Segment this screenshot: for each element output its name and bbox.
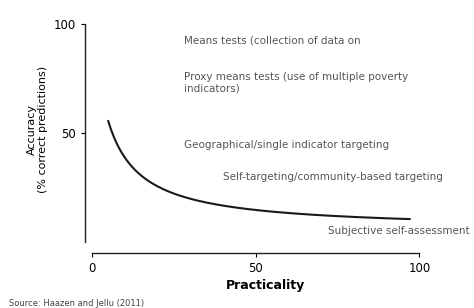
Text: Source: Haazen and Jellu (2011): Source: Haazen and Jellu (2011) [9,299,145,308]
X-axis label: Practicality: Practicality [226,279,305,292]
Text: Proxy means tests (use of multiple poverty
indicators): Proxy means tests (use of multiple pover… [183,72,408,94]
Text: Self-targeting/community-based targeting: Self-targeting/community-based targeting [223,172,443,182]
Y-axis label: Accuracy
(% correct predictions): Accuracy (% correct predictions) [27,66,48,193]
Text: Geographical/single indicator targeting: Geographical/single indicator targeting [183,140,389,149]
Text: Means tests (collection of data on: Means tests (collection of data on [183,35,360,45]
Text: Subjective self-assessment: Subjective self-assessment [328,226,469,237]
